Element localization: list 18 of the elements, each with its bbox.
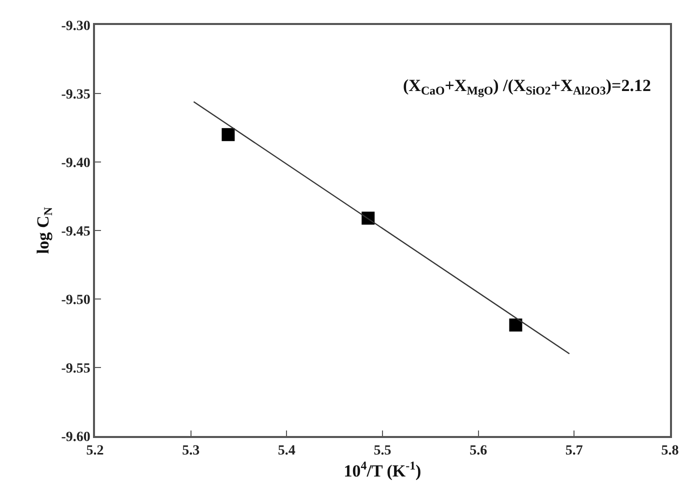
- y-tick-label: -9.40: [61, 156, 90, 171]
- y-tick-label: -9.60: [61, 430, 90, 445]
- x-tick-label: 5.5: [374, 444, 392, 459]
- x-tick-label: 5.2: [86, 444, 104, 459]
- y-tick-label: -9.30: [61, 18, 90, 34]
- x-axis-title: 10$^{4}$/T (K$^{-1}$): [344, 458, 422, 481]
- x-tick-label: 5.8: [661, 444, 679, 459]
- text: (X$_{CaO}$+X$_{MgO}$) /(X$_{SiO2}$+X$_{Al2O3}$)=2.12: [403, 76, 651, 98]
- x-tick-label: 5.3: [182, 444, 200, 459]
- y-tick-label: -9.55: [61, 361, 90, 376]
- point: [222, 128, 235, 142]
- y-tick-label: -9.45: [61, 224, 90, 240]
- x-tick-label: 5.4: [278, 444, 296, 459]
- point: [509, 318, 522, 332]
- y-tick-label: -9.50: [61, 292, 90, 308]
- x-tick-label: 5.6: [470, 444, 488, 459]
- x-tick-label: 5.7: [565, 444, 583, 459]
- y-tick-label: -9.35: [61, 87, 90, 102]
